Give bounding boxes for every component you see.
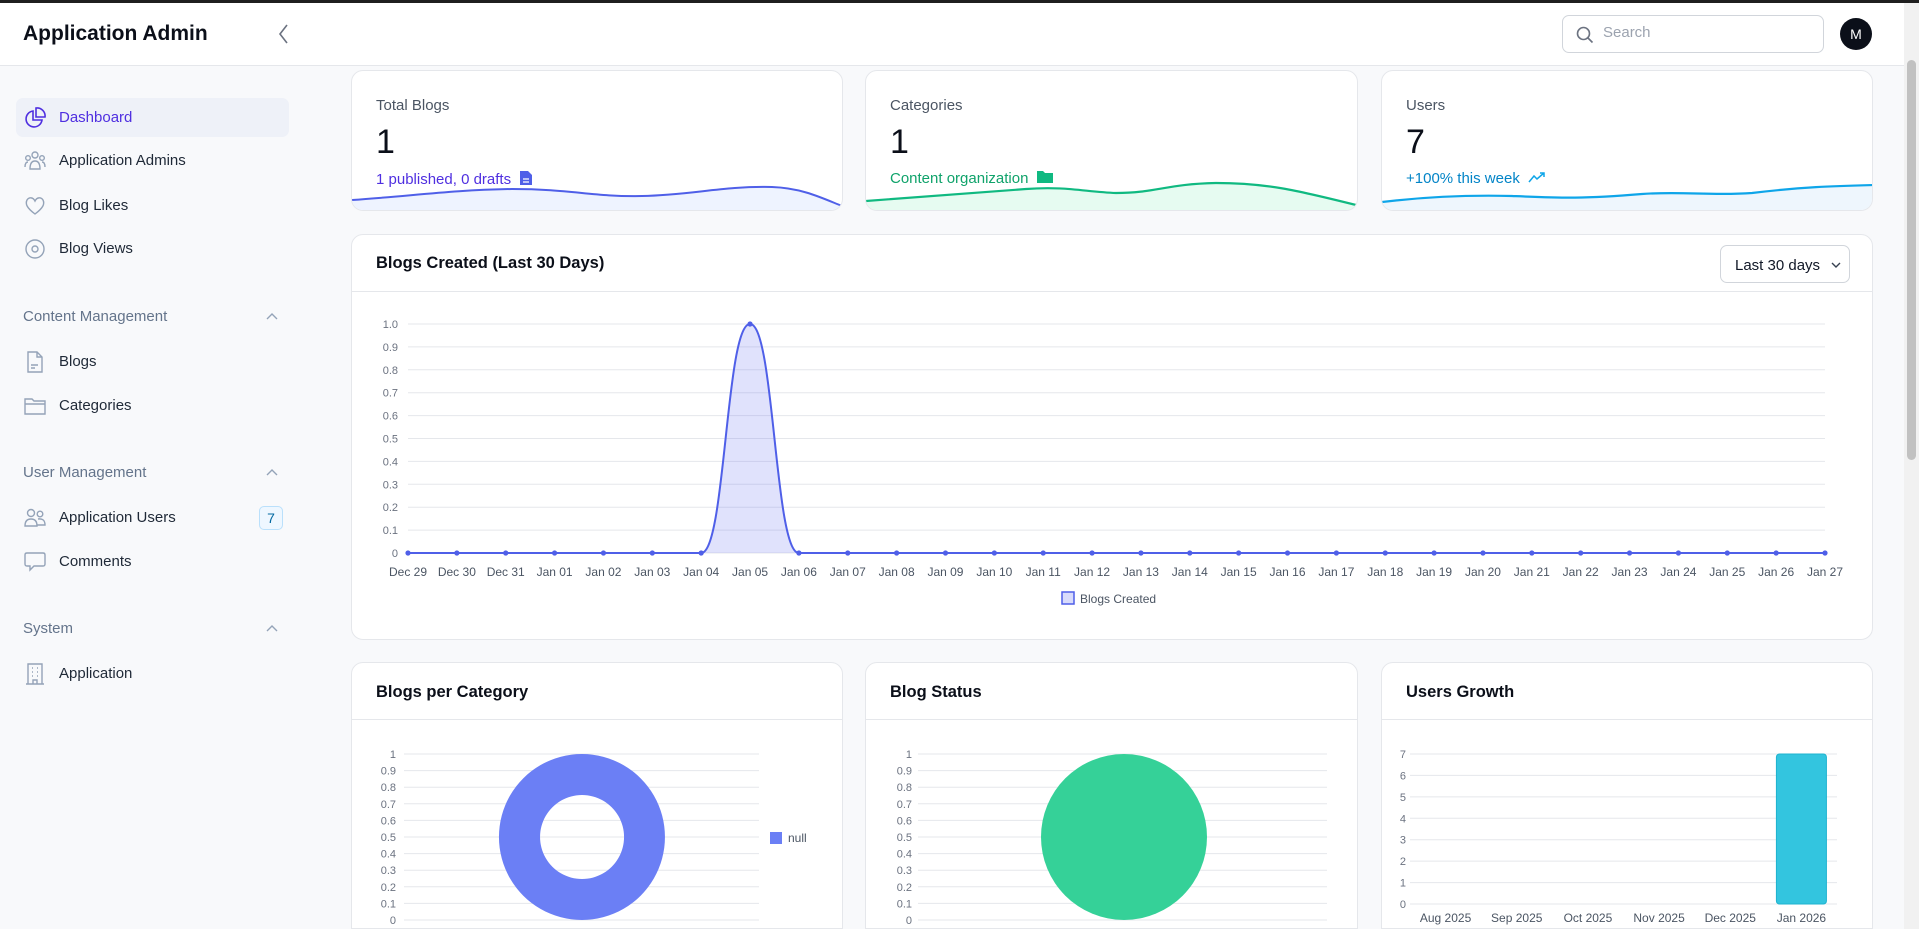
heart-icon (25, 197, 45, 215)
stat-card-total-blogs: Total Blogs 1 1 published, 0 drafts (351, 70, 843, 211)
stat-label: Categories (890, 97, 963, 114)
sidebar-item-label: Categories (59, 397, 132, 414)
stat-value: 7 (1406, 123, 1425, 161)
building-icon (26, 663, 44, 685)
chevron-up-icon (266, 313, 278, 320)
sparkline (866, 181, 1357, 210)
stat-label: Users (1406, 97, 1446, 114)
sidebar-item-label: Blogs (59, 353, 97, 370)
divider (866, 719, 1357, 720)
stat-value: 1 (890, 123, 909, 161)
sidebar-item-categories[interactable]: Categories (16, 386, 289, 425)
pie-chart-icon (25, 107, 46, 128)
blogs-created-card: Blogs Created (Last 30 Days) Last 30 day… (351, 234, 1873, 640)
sidebar-item-label: Blog Views (59, 240, 133, 257)
card-title: Blogs per Category (376, 683, 529, 701)
document-icon (520, 171, 533, 185)
document-icon (27, 351, 43, 373)
stat-subtext: Content organization (890, 170, 1054, 187)
stat-subtext-label: +100% this week (1406, 170, 1520, 187)
stat-card-categories: Categories 1 Content organization (865, 70, 1358, 211)
count-badge: 7 (259, 506, 283, 530)
stat-subtext-label: 1 published, 0 drafts (376, 171, 512, 188)
trending-up-icon (1528, 172, 1545, 183)
blogs-per-category-card: Blogs per Category (351, 662, 843, 929)
section-system[interactable]: System (23, 620, 279, 637)
window-top-border (0, 0, 1919, 3)
avatar[interactable]: M (1840, 18, 1872, 50)
users-icon (24, 508, 46, 527)
sidebar-item-label: Application Admins (59, 152, 186, 169)
stat-card-users: Users 7 +100% this week (1381, 70, 1873, 211)
divider (1382, 719, 1872, 720)
chevron-up-icon (266, 625, 278, 632)
section-title: User Management (23, 464, 147, 481)
search-icon (1576, 26, 1594, 44)
header: Application Admin M (0, 3, 1904, 66)
stat-subtext: 1 published, 0 drafts (376, 170, 533, 188)
sidebar-item-blogs[interactable]: Blogs (16, 342, 289, 381)
scrollbar-thumb[interactable] (1907, 60, 1916, 460)
stat-label: Total Blogs (376, 97, 450, 114)
stat-subtext-label: Content organization (890, 170, 1029, 187)
section-title: Content Management (23, 308, 168, 325)
sidebar-item-label: Application (59, 665, 133, 682)
chevron-left-icon (278, 24, 288, 44)
folder-icon (24, 398, 46, 415)
date-range-value: Last 30 days (1735, 257, 1821, 274)
sidebar-item-label: Dashboard (59, 109, 133, 126)
chevron-up-icon (266, 469, 278, 476)
sparkline (1382, 183, 1872, 210)
folder-icon (1036, 171, 1053, 183)
stat-value: 1 (376, 123, 395, 161)
divider (352, 719, 842, 720)
card-title: Users Growth (1406, 683, 1515, 701)
search-box[interactable] (1562, 15, 1824, 53)
eye-icon (25, 239, 45, 259)
sparkline (352, 185, 842, 210)
sidebar-item-application-admins[interactable]: Application Admins (16, 141, 289, 180)
search-input[interactable] (1603, 24, 1813, 41)
section-user-management[interactable]: User Management (23, 464, 279, 481)
sidebar-item-label: Comments (59, 553, 132, 570)
scrollbar[interactable] (1904, 3, 1919, 929)
card-title: Blogs Created (Last 30 Days) (376, 254, 605, 272)
date-range-select[interactable]: Last 30 days (1720, 245, 1850, 283)
users-growth-card: Users Growth (1381, 662, 1873, 929)
sidebar-item-blog-likes[interactable]: Blog Likes (16, 186, 289, 225)
blog-status-card: Blog Status (865, 662, 1358, 929)
chevron-down-icon (1831, 262, 1841, 268)
sidebar-item-label: Blog Likes (59, 197, 129, 214)
sidebar-item-application-users[interactable]: Application Users 7 (16, 498, 289, 537)
app-title: Application Admin (23, 22, 208, 45)
sidebar-item-comments[interactable]: Comments (16, 542, 289, 581)
sidebar-item-label: Application Users (59, 509, 176, 526)
sidebar-item-application[interactable]: Application (16, 654, 289, 693)
section-title: System (23, 620, 74, 637)
sidebar-item-dashboard[interactable]: Dashboard (16, 98, 289, 137)
sidebar-item-blog-views[interactable]: Blog Views (16, 229, 289, 268)
section-content-management[interactable]: Content Management (23, 308, 279, 325)
comment-icon (24, 552, 46, 572)
collapse-sidebar-button[interactable] (274, 21, 294, 47)
users-group-icon (24, 151, 46, 170)
card-title: Blog Status (890, 683, 982, 701)
stat-subtext: +100% this week (1406, 170, 1546, 187)
divider (352, 291, 1872, 292)
